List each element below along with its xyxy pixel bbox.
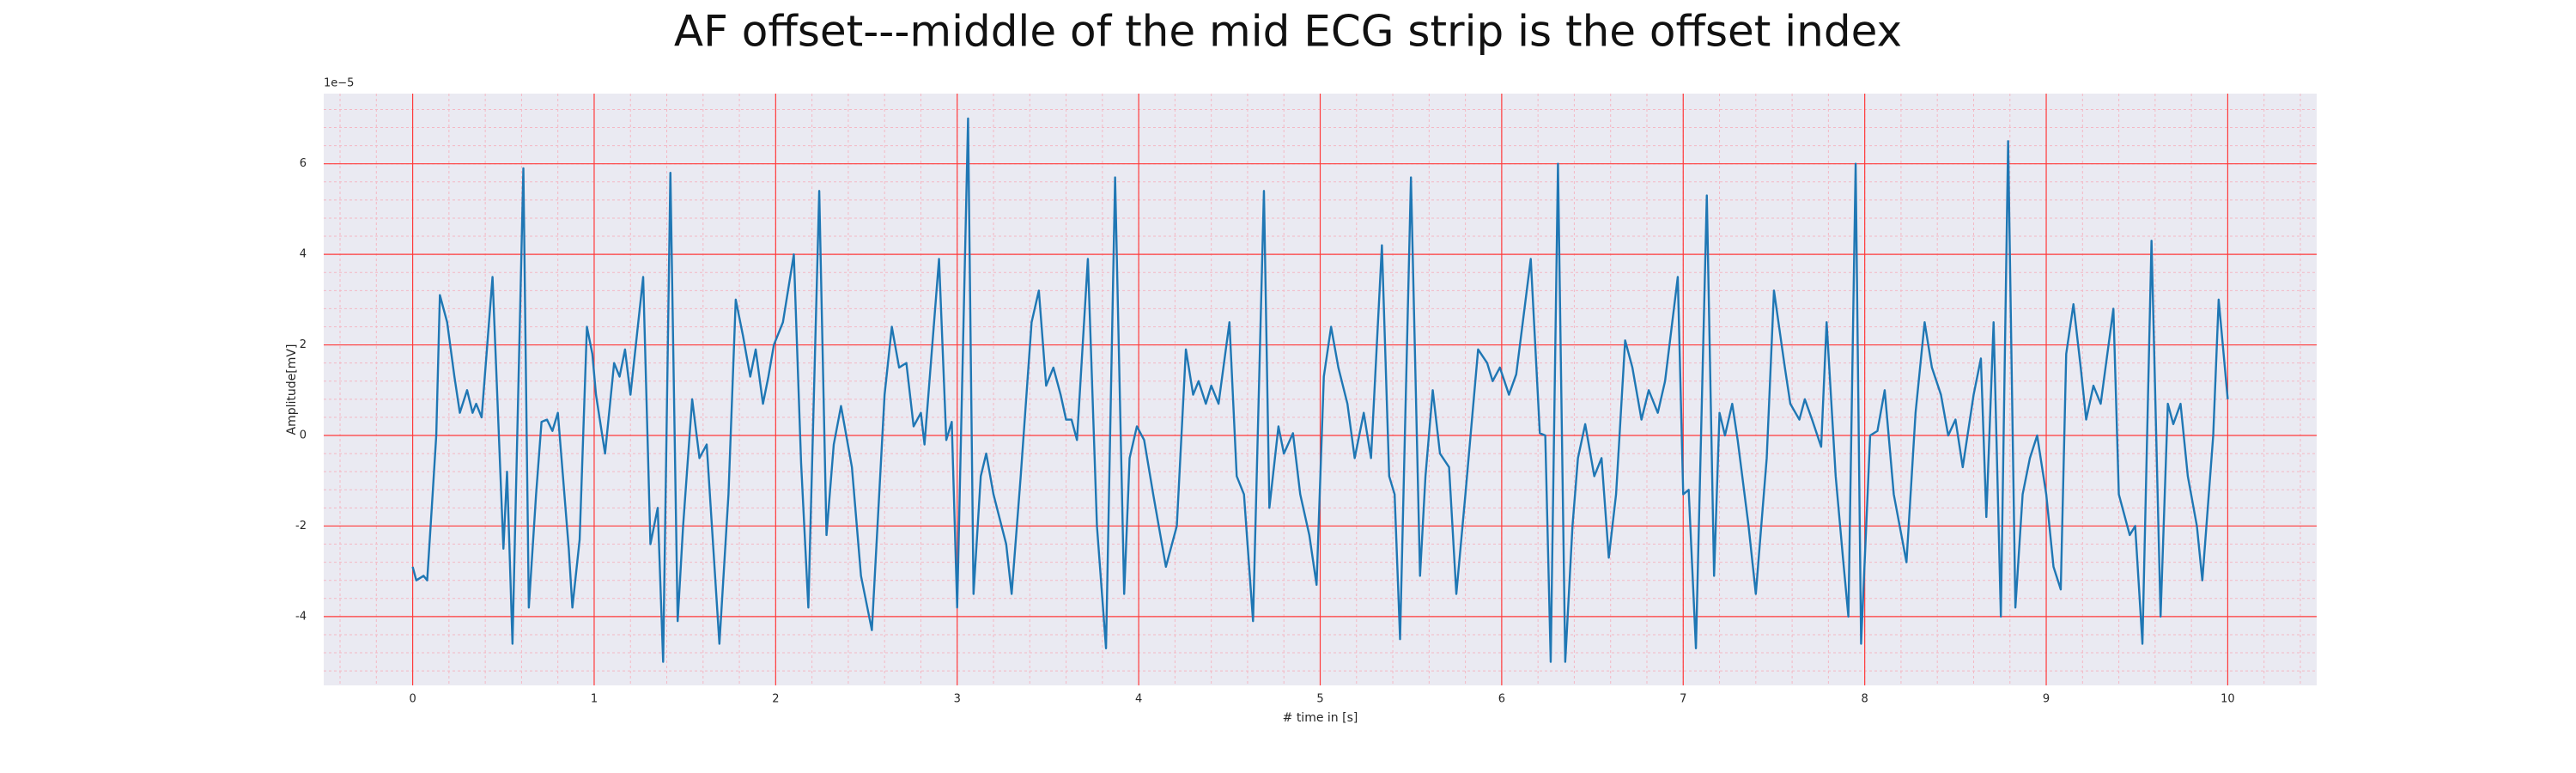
x-tick-label: 5 xyxy=(1316,693,1323,706)
y-tick-label: 6 xyxy=(300,157,307,170)
y-tick-label: 4 xyxy=(300,248,307,261)
y-offset-text: 1e−5 xyxy=(324,77,354,90)
x-tick-label: 4 xyxy=(1135,693,1142,706)
x-tick-label: 2 xyxy=(772,693,779,706)
y-axis-label: Amplitude[mV] xyxy=(285,344,299,435)
x-tick-label: 6 xyxy=(1498,693,1505,706)
ecg-line xyxy=(411,117,2229,663)
x-tick-label: 8 xyxy=(1862,693,1868,706)
y-tick-label: -4 xyxy=(295,610,307,623)
y-tick-label: -2 xyxy=(295,520,307,533)
y-tick-label: 0 xyxy=(300,429,307,442)
x-tick-label: 7 xyxy=(1680,693,1686,706)
x-tick-label: 3 xyxy=(954,693,961,706)
x-tick-label: 9 xyxy=(2043,693,2050,706)
chart-title: AF offset---middle of the mid ECG strip … xyxy=(674,7,1902,57)
x-axis-label: # time in [s] xyxy=(1283,711,1358,725)
y-tick-label: 2 xyxy=(300,338,307,351)
x-tick-label: 1 xyxy=(591,693,598,706)
x-tick-label: 0 xyxy=(409,693,416,706)
x-tick-label: 10 xyxy=(2221,693,2235,706)
